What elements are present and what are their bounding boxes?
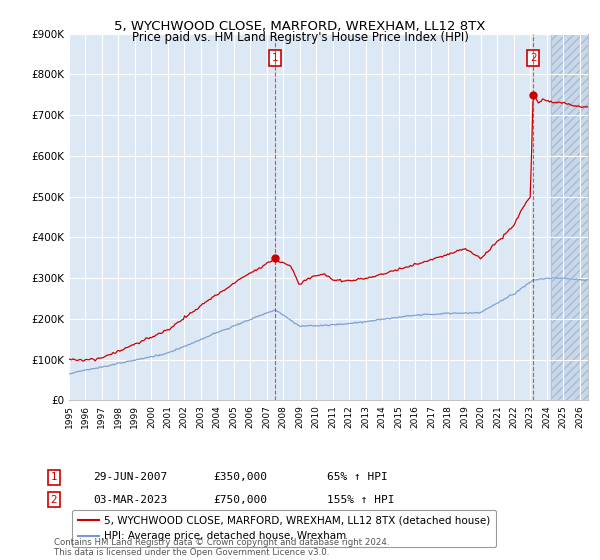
- Text: £750,000: £750,000: [213, 494, 267, 505]
- Text: 29-JUN-2007: 29-JUN-2007: [93, 472, 167, 482]
- Text: £350,000: £350,000: [213, 472, 267, 482]
- Legend: 5, WYCHWOOD CLOSE, MARFORD, WREXHAM, LL12 8TX (detached house), HPI: Average pri: 5, WYCHWOOD CLOSE, MARFORD, WREXHAM, LL1…: [71, 510, 496, 548]
- Text: 1: 1: [50, 472, 58, 482]
- Bar: [551, 34, 588, 400]
- Text: Contains HM Land Registry data © Crown copyright and database right 2024.
This d: Contains HM Land Registry data © Crown c…: [54, 538, 389, 557]
- Bar: [551, 34, 588, 400]
- Text: 03-MAR-2023: 03-MAR-2023: [93, 494, 167, 505]
- Text: 2: 2: [530, 53, 536, 63]
- Text: 155% ↑ HPI: 155% ↑ HPI: [327, 494, 395, 505]
- Text: Price paid vs. HM Land Registry's House Price Index (HPI): Price paid vs. HM Land Registry's House …: [131, 31, 469, 44]
- Text: 2: 2: [50, 494, 58, 505]
- Text: 65% ↑ HPI: 65% ↑ HPI: [327, 472, 388, 482]
- Text: 1: 1: [271, 53, 278, 63]
- Text: 5, WYCHWOOD CLOSE, MARFORD, WREXHAM, LL12 8TX: 5, WYCHWOOD CLOSE, MARFORD, WREXHAM, LL1…: [115, 20, 485, 32]
